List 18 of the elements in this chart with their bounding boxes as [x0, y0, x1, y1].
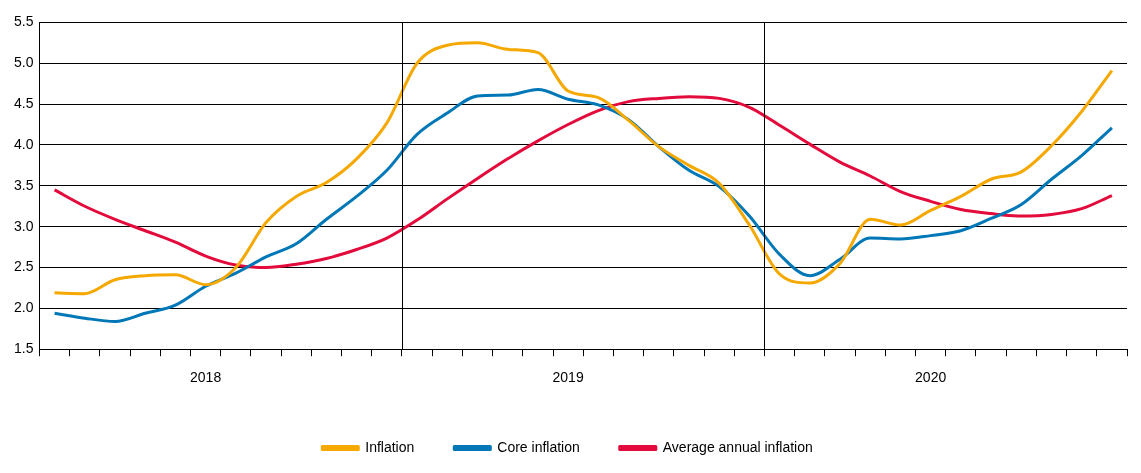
- y-tick-label: 2.0: [13, 299, 34, 316]
- legend-label: Core inflation: [497, 438, 580, 455]
- y-tick-label: 2.5: [13, 258, 34, 275]
- x-tick-label: 2019: [552, 369, 584, 386]
- line-series: [53, 87, 1114, 323]
- x-tick-label: 2020: [915, 369, 947, 386]
- y-tick-label: 3.0: [13, 217, 34, 234]
- y-tick-label: 5.0: [13, 54, 34, 71]
- line-series: [53, 95, 1114, 269]
- x-tick-label: 2018: [190, 369, 222, 386]
- legend-label: Inflation: [365, 438, 415, 455]
- y-tick-label: 1.5: [13, 340, 34, 357]
- line-series: [53, 41, 1114, 296]
- y-tick-label: 5.5: [13, 13, 34, 30]
- legend-label: Average annual inflation: [662, 438, 813, 455]
- y-tick-label: 3.5: [13, 176, 34, 193]
- y-tick-label: 4.0: [13, 135, 34, 152]
- y-tick-label: 4.5: [13, 94, 34, 111]
